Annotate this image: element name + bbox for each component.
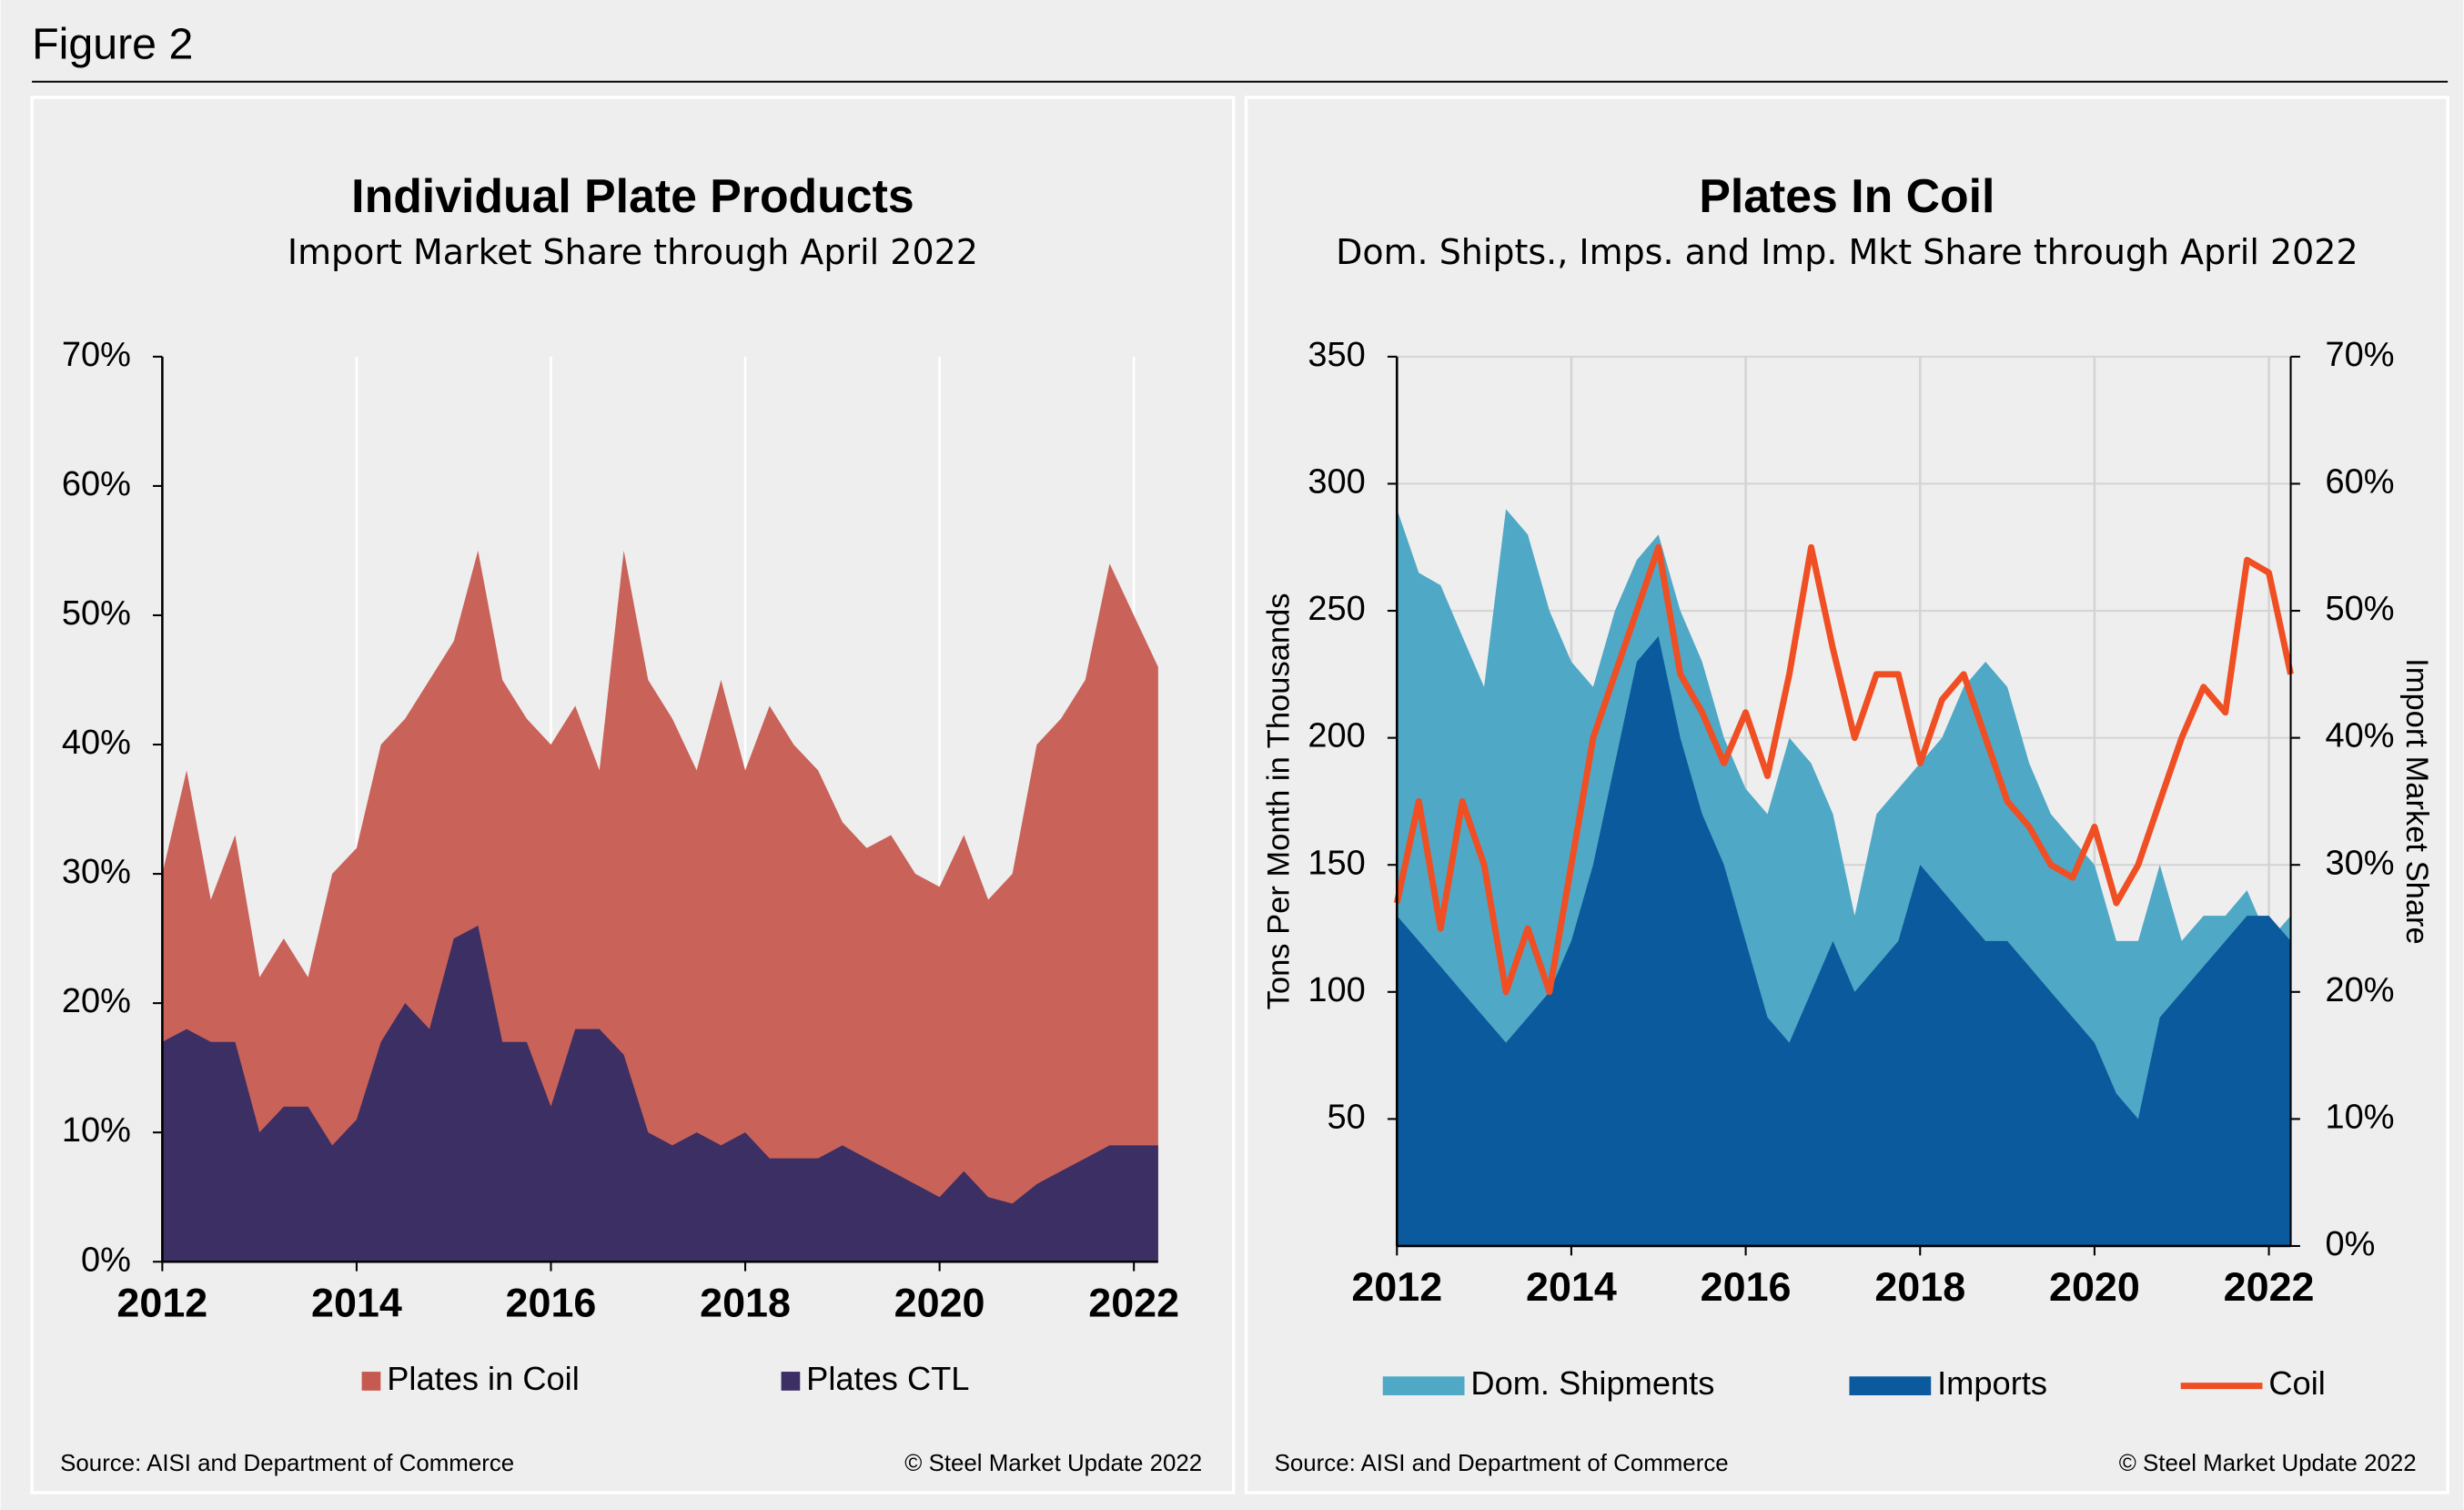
x-tick-label: 2014 <box>311 1279 402 1325</box>
legend-swatch <box>781 1372 801 1391</box>
y2-tick-label: 30% <box>2326 844 2395 882</box>
x-tick-label: 2014 <box>1526 1263 1617 1310</box>
chart-title: Plates In Coil <box>1699 169 1994 222</box>
legend-swatch <box>1382 1376 1465 1395</box>
y2-tick-label: 20% <box>2326 971 2395 1009</box>
x-tick-label: 2012 <box>1351 1263 1442 1310</box>
y-tick-label: 70% <box>62 336 131 374</box>
y2-tick-label: 0% <box>2326 1225 2376 1263</box>
legend-swatch <box>361 1372 381 1391</box>
x-tick-label: 2020 <box>894 1279 985 1325</box>
y-tick-label: 20% <box>62 982 131 1020</box>
x-tick-label: 2020 <box>2049 1263 2140 1310</box>
y-tick-label: 300 <box>1308 462 1365 501</box>
legend-swatch <box>1849 1376 1932 1395</box>
series-area <box>1397 635 2291 1246</box>
legend-label: Coil <box>2268 1364 2325 1402</box>
chart-subtitle: Import Market Share through April 2022 <box>288 232 978 272</box>
y-tick-label: 250 <box>1308 590 1365 628</box>
y-tick-label: 350 <box>1308 336 1365 374</box>
y-tick-label: 100 <box>1308 971 1365 1009</box>
y-tick-label: 60% <box>62 465 131 503</box>
y-tick-label: 30% <box>62 853 131 891</box>
y-tick-label: 0% <box>81 1241 131 1279</box>
source-note: Source: AISI and Department of Commerce <box>1275 1451 1729 1476</box>
x-tick-label: 2022 <box>2224 1263 2315 1310</box>
y-tick-label: 40% <box>62 724 131 762</box>
series-line <box>1393 543 2294 996</box>
y2-axis-label: Import Market Share <box>2399 658 2434 945</box>
legend-label: Dom. Shipments <box>1470 1364 1714 1402</box>
y2-tick-label: 60% <box>2326 462 2395 501</box>
legend-label: Plates CTL <box>806 1360 969 1397</box>
y-tick-label: 200 <box>1308 717 1365 755</box>
copyright-note: © Steel Market Update 2022 <box>904 1451 1202 1476</box>
y-tick-label: 50 <box>1328 1098 1366 1136</box>
copyright-note: © Steel Market Update 2022 <box>2119 1451 2417 1476</box>
x-tick-label: 2016 <box>506 1279 597 1325</box>
y-tick-label: 10% <box>62 1111 131 1150</box>
legend-label: Plates in Coil <box>387 1360 580 1397</box>
y2-tick-label: 10% <box>2326 1098 2395 1136</box>
x-tick-label: 2012 <box>116 1279 207 1325</box>
y2-tick-label: 50% <box>2326 590 2395 628</box>
x-tick-label: 2022 <box>1088 1279 1179 1325</box>
figure-title: Figure 2 <box>32 20 193 69</box>
x-tick-label: 2018 <box>1874 1263 1965 1310</box>
chart-subtitle: Dom. Shipts., Imps. and Imp. Mkt Share t… <box>1336 232 2358 272</box>
y2-tick-label: 70% <box>2326 336 2395 374</box>
series-area <box>162 925 1158 1262</box>
legend-label: Imports <box>1937 1364 2047 1402</box>
x-tick-label: 2018 <box>700 1279 791 1325</box>
y-axis-label: Tons Per Month in Thousands <box>1262 593 1297 1009</box>
source-note: Source: AISI and Department of Commerce <box>60 1451 514 1476</box>
chart-title: Individual Plate Products <box>351 169 914 222</box>
y-tick-label: 150 <box>1308 844 1365 882</box>
y2-tick-label: 40% <box>2326 717 2395 755</box>
y-tick-label: 50% <box>62 594 131 633</box>
x-tick-label: 2016 <box>1701 1263 1792 1310</box>
